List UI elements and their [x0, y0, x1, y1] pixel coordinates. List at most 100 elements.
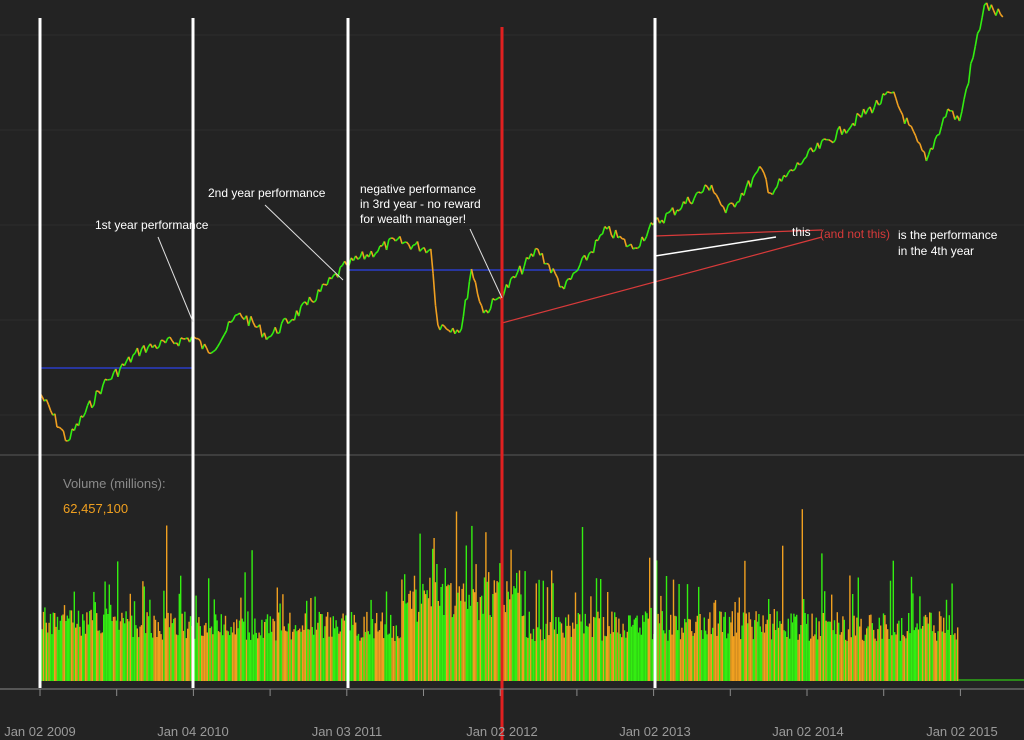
- price-segment: [717, 198, 722, 206]
- volume-bar: [852, 594, 854, 681]
- price-segment: [574, 269, 579, 273]
- volume-bar: [223, 624, 225, 681]
- volume-bar: [287, 623, 290, 681]
- price-segment: [889, 91, 892, 94]
- volume-bar: [415, 589, 417, 681]
- price-segment: [225, 321, 230, 331]
- price-segment: [419, 248, 423, 252]
- price-segment: [674, 209, 678, 216]
- volume-bar: [308, 629, 311, 681]
- volume-bar: [552, 583, 554, 681]
- volume-bar: [110, 604, 112, 681]
- volume-bar: [373, 638, 375, 681]
- volume-bar: [658, 623, 661, 681]
- price-segment: [845, 129, 850, 134]
- volume-bar: [230, 626, 232, 681]
- volume-bar: [236, 619, 238, 681]
- volume-bar: [194, 638, 196, 681]
- price-segment: [559, 285, 563, 288]
- price-segment: [799, 162, 803, 166]
- price-segment: [160, 339, 164, 342]
- volume-bar: [199, 626, 201, 681]
- volume-bar: [465, 545, 467, 681]
- price-segment: [695, 191, 700, 195]
- volume-bar: [731, 611, 733, 681]
- price-segment: [130, 354, 134, 363]
- volume-bar: [780, 623, 782, 681]
- volume-bar: [472, 589, 474, 681]
- price-segment: [277, 332, 280, 335]
- volume-bar: [622, 623, 624, 681]
- volume-bar: [857, 577, 859, 681]
- price-segment: [478, 301, 483, 307]
- price-segment: [77, 415, 82, 426]
- price-segment: [523, 257, 528, 267]
- volume-bar: [602, 617, 605, 681]
- volume-bar: [742, 612, 745, 681]
- volume-bar: [955, 639, 957, 681]
- price-segment: [990, 4, 995, 11]
- volume-bar: [227, 631, 229, 681]
- volume-bar: [453, 614, 455, 681]
- volume-bar: [224, 615, 227, 681]
- volume-bar: [548, 635, 550, 681]
- volume-bar: [744, 560, 746, 681]
- price-segment: [487, 308, 492, 314]
- volume-bar: [202, 635, 204, 681]
- price-segment: [306, 296, 311, 306]
- volume-bar: [184, 611, 186, 681]
- volume-bar: [289, 612, 291, 681]
- volume-bar: [714, 600, 717, 681]
- price-segment: [565, 278, 570, 282]
- volume-bar: [884, 615, 886, 681]
- price-segment: [951, 110, 956, 120]
- volume-bar: [413, 575, 416, 681]
- volume-bar: [399, 637, 402, 681]
- volume-bar: [591, 637, 593, 681]
- volume-bar: [650, 607, 652, 681]
- volume-bar: [231, 632, 234, 681]
- volume-bar: [250, 639, 252, 681]
- price-segment: [298, 306, 302, 317]
- volume-bar: [726, 638, 728, 681]
- volume-bar: [311, 627, 313, 681]
- price-segment: [60, 428, 64, 432]
- volume-bar: [454, 605, 456, 681]
- volume-bar: [601, 640, 603, 681]
- volume-bar: [430, 606, 432, 681]
- volume-bar: [156, 637, 158, 681]
- volume-bar: [133, 601, 136, 681]
- volume-bar: [467, 608, 469, 681]
- volume-bar: [636, 615, 638, 681]
- volume-bar: [798, 634, 801, 681]
- volume-bar: [455, 511, 458, 681]
- price-segment: [790, 168, 794, 172]
- price-segment: [763, 172, 767, 180]
- volume-bar: [104, 581, 106, 681]
- price-segment: [713, 191, 717, 196]
- volume-bar: [874, 638, 876, 681]
- volume-bar: [251, 550, 253, 681]
- price-segment: [785, 172, 790, 178]
- price-segment: [856, 112, 860, 116]
- volume-bar: [77, 610, 80, 681]
- leader-line-2: [469, 228, 503, 299]
- price-segment: [430, 248, 434, 274]
- volume-bar: [672, 579, 675, 681]
- volume-bar: [880, 625, 882, 681]
- volume-bar: [933, 625, 935, 681]
- price-segment: [110, 372, 115, 380]
- volume-bar: [259, 635, 262, 681]
- volume-bar: [626, 631, 628, 681]
- volume-bar: [406, 602, 409, 681]
- volume-bar: [696, 615, 698, 681]
- price-segment: [401, 241, 405, 245]
- price-segment: [938, 126, 943, 135]
- volume-bar: [317, 622, 319, 681]
- volume-bar: [100, 633, 102, 681]
- volume-bar: [747, 623, 749, 681]
- volume-bar: [171, 623, 173, 681]
- volume-bar: [282, 594, 284, 681]
- price-segment: [69, 428, 73, 440]
- price-segment: [756, 166, 761, 172]
